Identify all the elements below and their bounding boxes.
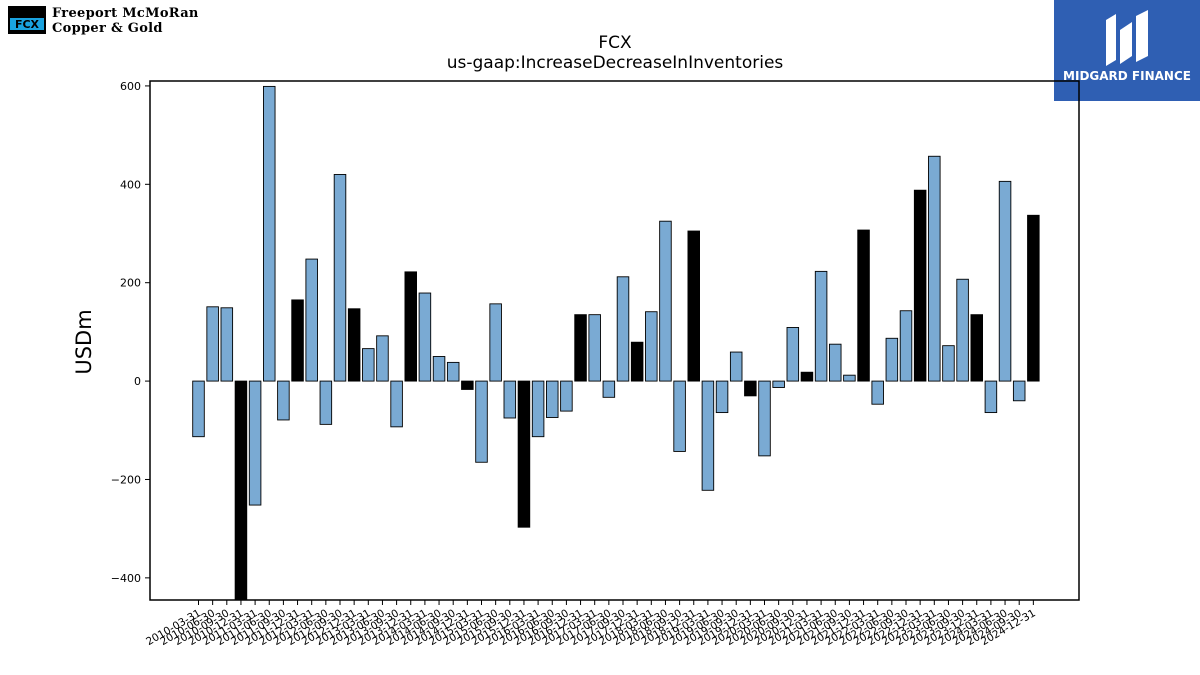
bar-2020-09-30 [786, 327, 800, 382]
bar-2023-09-30 [956, 278, 969, 382]
bars-group [192, 85, 1040, 601]
bar-2014-09-30 [446, 361, 460, 382]
bar-2012-12-31 [347, 308, 361, 382]
y-tick-label: −200 [111, 473, 141, 486]
bar-2019-03-31 [701, 380, 715, 491]
bar-2014-03-31 [418, 292, 432, 382]
bar-2019-06-30 [715, 380, 729, 414]
bar-2022-12-31 [913, 189, 927, 382]
bar-2018-09-30 [673, 380, 686, 452]
bar-2024-06-30 [998, 180, 1012, 382]
bar-2017-06-30 [602, 380, 616, 398]
company-name-line2: Copper & Gold [52, 21, 163, 36]
bar-2016-03-31 [531, 380, 545, 438]
bar-2022-03-31 [871, 380, 884, 405]
midgard-logo-text: MIDGARD FINANCE [1063, 69, 1191, 83]
y-tick-label: 600 [120, 80, 141, 93]
bar-2020-06-30 [772, 380, 785, 388]
bar-2023-03-31 [928, 155, 941, 382]
bar-2017-03-31 [588, 314, 601, 382]
company-logo: FCX Freeport McMoRan Copper & Gold [6, 4, 226, 38]
y-tick-label: 400 [120, 178, 141, 191]
bar-2010-09-30 [220, 307, 234, 382]
bar-2015-06-30 [489, 303, 502, 382]
y-tick-label: 0 [134, 375, 141, 388]
y-tick-label: 200 [120, 277, 141, 290]
bar-2013-12-31 [404, 271, 418, 382]
bar-2013-09-30 [390, 380, 403, 428]
bar-2020-12-31 [800, 371, 814, 382]
bar-2011-06-30 [263, 85, 276, 382]
bar-2012-06-30 [319, 380, 333, 425]
bar-2017-12-31 [630, 341, 644, 382]
y-axis: −400 −200 0 200 400 600 [111, 80, 150, 585]
bar-2016-09-30 [560, 380, 573, 412]
x-axis: 2010-03-312010-06-302010-09-302010-12-31… [144, 600, 1038, 648]
bar-2018-12-31 [687, 230, 701, 382]
bar-2021-06-30 [829, 343, 842, 382]
bar-2010-03-31 [192, 380, 205, 438]
bar-2019-09-30 [729, 351, 743, 382]
bar-2014-06-30 [432, 356, 446, 382]
bar-2012-03-31 [305, 258, 318, 382]
plot-frame [149, 80, 1080, 601]
company-name-line1: Freeport McMoRan [52, 6, 199, 21]
bar-2010-06-30 [206, 306, 219, 382]
bar-2019-12-31 [744, 380, 757, 397]
y-axis-label: USDm [72, 309, 96, 374]
bar-2018-06-30 [659, 220, 672, 382]
bar-2024-12-31 [1027, 214, 1040, 382]
chart-subtitle: us-gaap:IncreaseDecreaseInInventories [447, 53, 784, 73]
bar-2023-06-30 [942, 345, 955, 382]
bar-2013-06-30 [376, 335, 389, 382]
bar-2011-09-30 [277, 380, 290, 421]
bar-2018-03-31 [645, 311, 658, 382]
bar-2022-09-30 [899, 310, 913, 382]
fcx-logo-mark: FCX [8, 6, 46, 34]
chart-title: FCX [598, 33, 632, 53]
bar-2015-12-31 [517, 380, 531, 528]
bar-2020-03-31 [758, 380, 771, 457]
bar-2024-09-30 [1012, 380, 1026, 402]
bar-2012-09-30 [333, 174, 347, 382]
bar-2017-09-30 [616, 276, 630, 382]
bar-2015-09-30 [503, 380, 517, 419]
y-tick-label: −400 [111, 572, 141, 585]
bar-2016-12-31 [574, 314, 587, 382]
bar-2022-06-30 [885, 337, 899, 382]
bar-2023-12-31 [970, 314, 984, 382]
bar-2010-12-31 [234, 380, 248, 601]
bar-2021-09-30 [843, 374, 856, 382]
bar-2021-03-31 [814, 270, 828, 382]
bar-2011-12-31 [291, 299, 304, 382]
bar-2011-03-31 [248, 380, 262, 506]
bar-2013-03-31 [362, 348, 375, 382]
bar-2024-03-31 [984, 380, 998, 414]
bar-2021-12-31 [857, 229, 870, 382]
bar-2016-06-30 [546, 380, 559, 418]
svg-text:FCX: FCX [15, 18, 40, 31]
bar-2015-03-31 [475, 380, 488, 463]
bar-2014-12-31 [461, 380, 474, 390]
